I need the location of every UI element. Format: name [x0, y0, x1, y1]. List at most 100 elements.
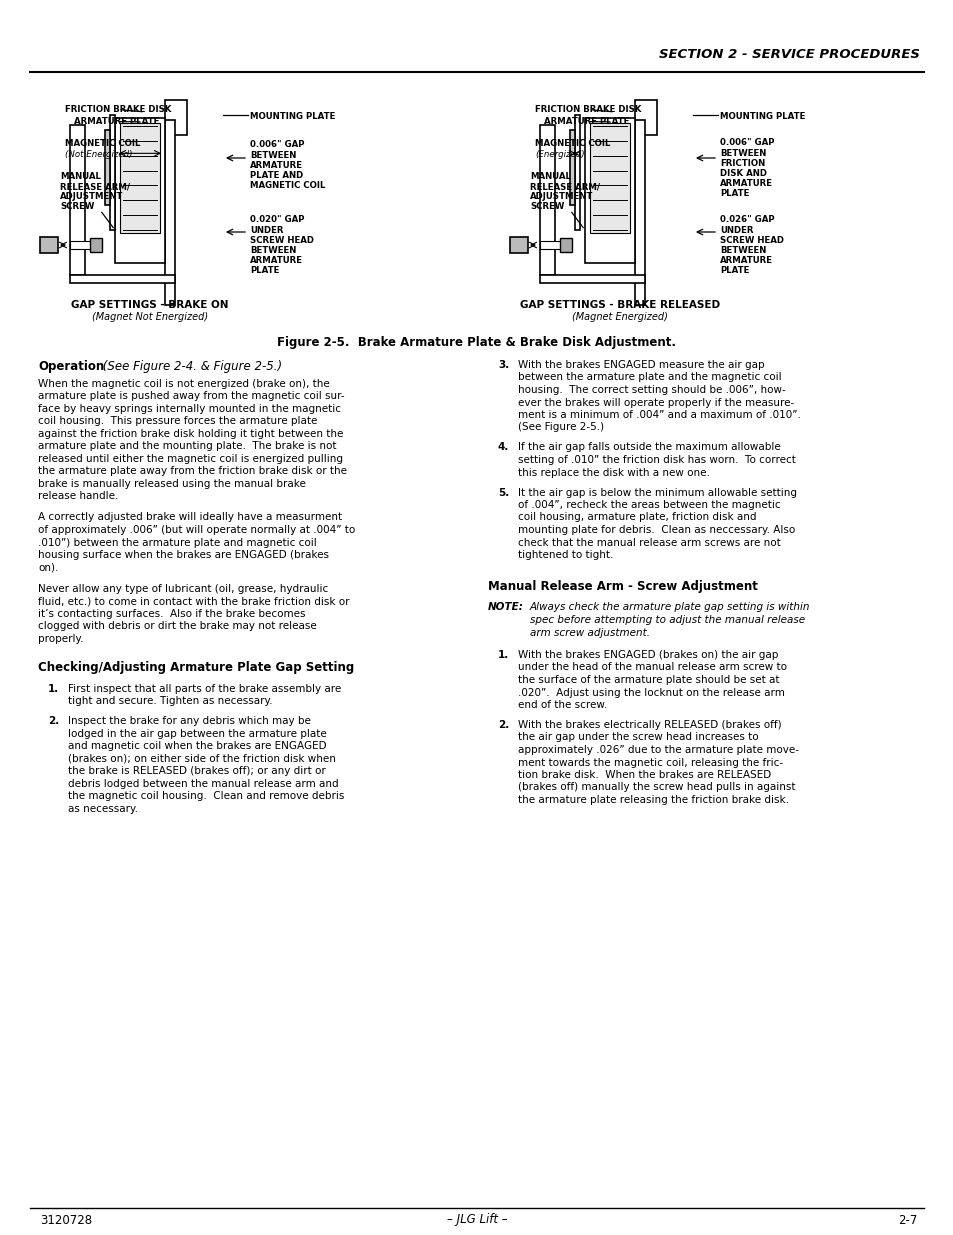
Text: ARMATURE PLATE: ARMATURE PLATE	[74, 117, 159, 126]
Text: SCREW HEAD: SCREW HEAD	[720, 236, 783, 245]
Text: 3.: 3.	[497, 359, 509, 370]
Text: SECTION 2 - SERVICE PROCEDURES: SECTION 2 - SERVICE PROCEDURES	[659, 48, 919, 62]
Text: Manual Release Arm - Screw Adjustment: Manual Release Arm - Screw Adjustment	[488, 580, 757, 593]
Text: UNDER: UNDER	[720, 226, 753, 235]
Bar	[165, 100, 187, 135]
Text: and magnetic coil when the brakes are ENGAGED: and magnetic coil when the brakes are EN…	[68, 741, 326, 751]
Text: (brakes off) manually the screw head pulls in against: (brakes off) manually the screw head pul…	[517, 783, 795, 793]
Text: ment towards the magnetic coil, releasing the fric-: ment towards the magnetic coil, releasin…	[517, 757, 782, 767]
Text: FRICTION BRAKE DISK: FRICTION BRAKE DISK	[535, 105, 640, 114]
Text: (See Figure 2-4. & Figure 2-5.): (See Figure 2-4. & Figure 2-5.)	[99, 359, 282, 373]
Text: 1.: 1.	[48, 684, 59, 694]
Text: When the magnetic coil is not energized (brake on), the: When the magnetic coil is not energized …	[38, 379, 330, 389]
Text: PLATE: PLATE	[720, 266, 749, 275]
Text: check that the manual release arm screws are not: check that the manual release arm screws…	[517, 537, 780, 547]
Text: 2.: 2.	[48, 716, 59, 726]
Text: UNDER: UNDER	[250, 226, 283, 235]
Text: MAGNETIC COIL: MAGNETIC COIL	[65, 140, 140, 148]
Text: 3120728: 3120728	[40, 1214, 92, 1226]
Text: this replace the disk with a new one.: this replace the disk with a new one.	[517, 468, 709, 478]
Bar	[105, 130, 110, 205]
Text: .020”.  Adjust using the locknut on the release arm: .020”. Adjust using the locknut on the r…	[517, 688, 784, 698]
Text: With the brakes ENGAGED measure the air gap: With the brakes ENGAGED measure the air …	[517, 359, 763, 370]
Text: the air gap under the screw head increases to: the air gap under the screw head increas…	[517, 732, 758, 742]
Bar	[584, 119, 635, 263]
Text: PLATE: PLATE	[250, 266, 279, 275]
Bar	[539, 241, 569, 249]
Text: of approximately .006” (but will operate normally at .004” to: of approximately .006” (but will operate…	[38, 525, 355, 535]
Text: properly.: properly.	[38, 634, 84, 643]
Text: released until either the magnetic coil is energized pulling: released until either the magnetic coil …	[38, 453, 343, 464]
Text: armature plate is pushed away from the magnetic coil sur-: armature plate is pushed away from the m…	[38, 391, 344, 401]
Text: GAP SETTINGS - BRAKE RELEASED: GAP SETTINGS - BRAKE RELEASED	[519, 300, 720, 310]
Bar	[510, 237, 527, 253]
Bar	[559, 238, 572, 252]
Text: A correctly adjusted brake will ideally have a measurment: A correctly adjusted brake will ideally …	[38, 513, 342, 522]
Text: BETWEEN: BETWEEN	[250, 246, 296, 254]
Text: PLATE: PLATE	[720, 189, 749, 198]
Text: ARMATURE PLATE: ARMATURE PLATE	[543, 117, 629, 126]
Text: 0.006" GAP: 0.006" GAP	[250, 140, 304, 149]
Text: it’s contacting surfaces.  Also if the brake becomes: it’s contacting surfaces. Also if the br…	[38, 609, 305, 619]
Text: armature plate and the mounting plate.  The brake is not: armature plate and the mounting plate. T…	[38, 441, 336, 451]
Text: ARMATURE: ARMATURE	[250, 256, 303, 266]
Text: DISK AND: DISK AND	[720, 169, 766, 178]
Bar	[589, 124, 629, 233]
Bar	[90, 238, 102, 252]
Bar	[40, 237, 58, 253]
Text: NOTE:: NOTE:	[488, 603, 523, 613]
Text: clogged with debris or dirt the brake may not release: clogged with debris or dirt the brake ma…	[38, 621, 316, 631]
Text: (brakes on); on either side of the friction disk when: (brakes on); on either side of the frict…	[68, 753, 335, 763]
Text: 1.: 1.	[497, 650, 509, 659]
Text: coil housing.  This pressure forces the armature plate: coil housing. This pressure forces the a…	[38, 416, 317, 426]
Text: as necessary.: as necessary.	[68, 804, 138, 814]
Text: coil housing, armature plate, friction disk and: coil housing, armature plate, friction d…	[517, 513, 756, 522]
Bar	[635, 100, 657, 135]
Text: approximately .026” due to the armature plate move-: approximately .026” due to the armature …	[517, 745, 799, 755]
Text: Never allow any type of lubricant (oil, grease, hydraulic: Never allow any type of lubricant (oil, …	[38, 584, 328, 594]
Text: MOUNTING PLATE: MOUNTING PLATE	[250, 112, 335, 121]
Text: (Not Energized): (Not Energized)	[65, 149, 132, 159]
Bar	[110, 115, 115, 230]
Text: MAGNETIC COIL: MAGNETIC COIL	[250, 182, 325, 190]
Text: PLATE AND: PLATE AND	[250, 170, 303, 180]
Text: Operation: Operation	[38, 359, 104, 373]
Text: mounting plate for debris.  Clean as neccessary. Also: mounting plate for debris. Clean as necc…	[517, 525, 795, 535]
Text: SCREW HEAD: SCREW HEAD	[250, 236, 314, 245]
Text: the magnetic coil housing.  Clean and remove debris: the magnetic coil housing. Clean and rem…	[68, 792, 344, 802]
Text: the armature plate away from the friction brake disk or the: the armature plate away from the frictio…	[38, 467, 347, 477]
Text: on).: on).	[38, 562, 58, 573]
Text: BETWEEN: BETWEEN	[720, 149, 765, 158]
Bar	[569, 130, 575, 205]
Text: the armature plate releasing the friction brake disk.: the armature plate releasing the frictio…	[517, 795, 788, 805]
Text: setting of .010” the friction disk has worn.  To correct: setting of .010” the friction disk has w…	[517, 454, 795, 466]
Text: arm screw adjustment.: arm screw adjustment.	[530, 627, 649, 637]
Text: ADJUSTMENT: ADJUSTMENT	[530, 191, 593, 201]
Text: fluid, etc.) to come in contact with the brake friction disk or: fluid, etc.) to come in contact with the…	[38, 597, 349, 606]
Bar	[165, 120, 174, 305]
Text: SCREW: SCREW	[60, 203, 94, 211]
Text: 0.020" GAP: 0.020" GAP	[250, 215, 304, 224]
Bar	[635, 120, 644, 305]
Text: 4.: 4.	[497, 442, 509, 452]
Text: ment is a minimum of .004” and a maximum of .010”.: ment is a minimum of .004” and a maximum…	[517, 410, 800, 420]
Text: Figure 2-5.  Brake Armature Plate & Brake Disk Adjustment.: Figure 2-5. Brake Armature Plate & Brake…	[277, 336, 676, 350]
Text: .010”) between the armature plate and magnetic coil: .010”) between the armature plate and ma…	[38, 537, 316, 547]
Text: GAP SETTINGS - BRAKE ON: GAP SETTINGS - BRAKE ON	[71, 300, 229, 310]
Text: the brake is RELEASED (brakes off); or any dirt or: the brake is RELEASED (brakes off); or a…	[68, 766, 325, 777]
Text: brake is manually released using the manual brake: brake is manually released using the man…	[38, 479, 306, 489]
Text: against the friction brake disk holding it tight between the: against the friction brake disk holding …	[38, 429, 343, 438]
Text: housing.  The correct setting should be .006”, how-: housing. The correct setting should be .…	[517, 385, 785, 395]
Text: With the brakes ENGAGED (brakes on) the air gap: With the brakes ENGAGED (brakes on) the …	[517, 650, 778, 659]
Text: MANUAL: MANUAL	[60, 172, 101, 182]
Text: (Magnet Not Energized): (Magnet Not Energized)	[91, 312, 208, 322]
Bar	[70, 241, 100, 249]
Text: spec before attempting to adjust the manual release: spec before attempting to adjust the man…	[530, 615, 804, 625]
Bar	[70, 125, 85, 275]
Text: (Energized): (Energized)	[535, 149, 584, 159]
Bar	[539, 125, 555, 275]
Text: ARMATURE: ARMATURE	[720, 256, 772, 266]
Text: BETWEEN: BETWEEN	[720, 246, 765, 254]
Text: With the brakes electrically RELEASED (brakes off): With the brakes electrically RELEASED (b…	[517, 720, 781, 730]
Text: release handle.: release handle.	[38, 492, 118, 501]
